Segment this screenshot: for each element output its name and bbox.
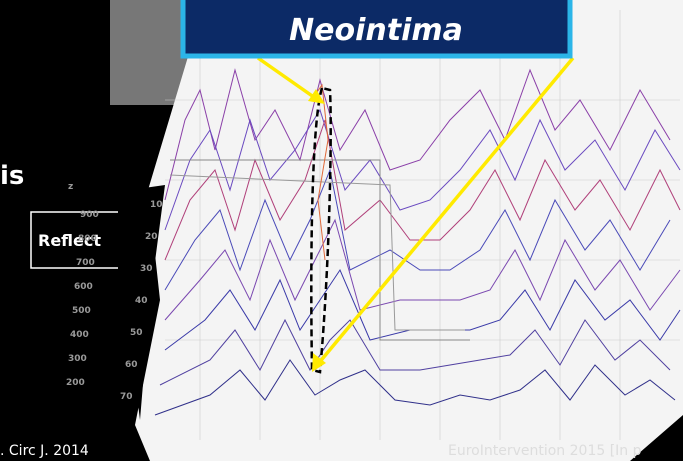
z-tick-label: 400 <box>70 330 89 340</box>
title: Neointima <box>289 13 463 48</box>
z-tick-label: 500 <box>72 306 91 316</box>
slide: {"header": {"title": "Neointima"}, "left… <box>0 0 683 461</box>
z-tick-label: 900 <box>80 210 99 220</box>
button-cover <box>118 205 132 275</box>
citation: . Circ J. 2014 <box>0 443 89 459</box>
z-tick-label: 800 <box>78 234 97 244</box>
citation: EuroIntervention 2015 [In p <box>448 443 642 459</box>
z-axis-label: z <box>68 182 73 192</box>
z-tick-label: 600 <box>74 282 93 292</box>
y-tick-label: 20 <box>145 232 158 242</box>
y-tick-label: 70 <box>120 392 133 402</box>
y-tick-label: 40 <box>135 296 148 306</box>
left-text: is <box>0 161 24 191</box>
background-image <box>110 0 190 105</box>
y-tick-label: 10 <box>150 200 163 210</box>
z-tick-label: 200 <box>66 378 85 388</box>
y-tick-label: 30 <box>140 264 153 274</box>
y-tick-label: 60 <box>125 360 138 370</box>
y-tick-label: 50 <box>130 328 143 338</box>
z-tick-label: 300 <box>68 354 87 364</box>
slide-canvas: Neointima is Reflect z 90080070060050040… <box>0 0 683 461</box>
z-tick-label: 700 <box>76 258 95 268</box>
